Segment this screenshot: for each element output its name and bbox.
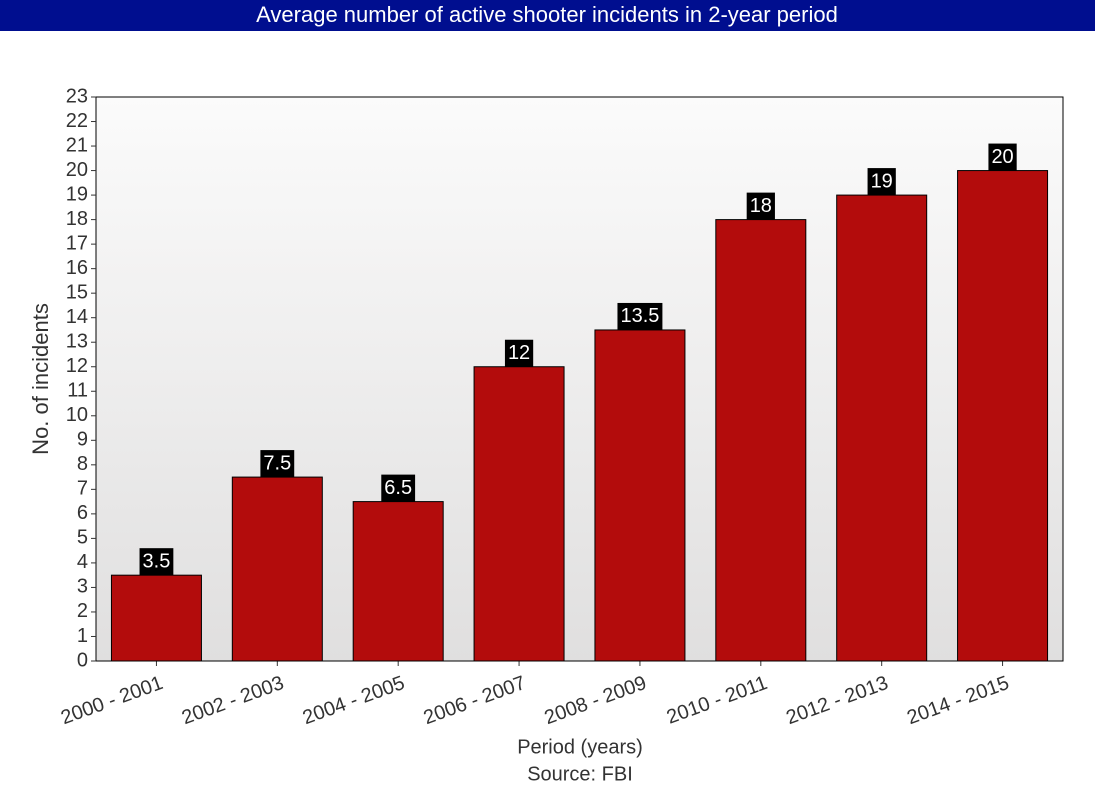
bar: [352, 501, 444, 662]
y-tick-label: 5: [77, 527, 88, 549]
data-label: 20: [991, 146, 1013, 168]
bar: [473, 366, 565, 662]
data-label: 12: [508, 342, 530, 364]
x-axis-title: Period (years): [517, 736, 643, 758]
data-label: 18: [750, 195, 772, 217]
y-tick-label: 3: [77, 576, 88, 598]
x-tick-label: 2010 - 2011: [664, 672, 770, 729]
data-label: 19: [871, 170, 893, 192]
x-tick-label: 2000 - 2001: [58, 672, 166, 729]
y-tick-label: 1: [77, 625, 88, 647]
data-label-box: [504, 339, 534, 367]
y-tick-label: 8: [77, 453, 88, 475]
bar: [715, 219, 807, 662]
y-tick-label: 7: [77, 478, 88, 500]
y-tick-label: 23: [66, 85, 88, 107]
x-tick-label: 2012 - 2013: [783, 672, 891, 729]
data-label-box: [617, 302, 663, 330]
y-tick-label: 20: [66, 159, 88, 181]
data-label-box: [867, 168, 896, 196]
y-tick-label: 6: [77, 502, 88, 524]
y-tick-label: 4: [77, 551, 88, 573]
chart-title: Average number of active shooter inciden…: [256, 2, 838, 27]
y-tick-label: 22: [66, 110, 88, 132]
x-tick-label: 2014 - 2015: [904, 672, 1012, 729]
bar: [957, 170, 1049, 662]
bar: [110, 574, 202, 662]
data-label-box: [746, 192, 775, 220]
data-label-box: [260, 450, 295, 478]
y-tick-label: 19: [66, 183, 88, 205]
y-tick-label: 21: [66, 134, 88, 156]
y-tick-label: 2: [77, 600, 88, 622]
data-label: 6.5: [384, 477, 412, 499]
data-label: 13.5: [620, 305, 659, 327]
y-tick-label: 11: [67, 380, 88, 402]
y-tick-label: 0: [77, 649, 88, 671]
y-tick-label: 16: [66, 257, 88, 279]
y-tick-label: 14: [66, 306, 88, 328]
bar: [231, 476, 323, 662]
y-tick-label: 15: [66, 281, 88, 303]
y-tick-label: 12: [66, 355, 88, 377]
bar: [836, 194, 928, 662]
caption: Source: FBI: [527, 763, 633, 785]
data-label-box: [988, 143, 1017, 171]
bar: [594, 329, 686, 662]
y-tick-label: 9: [77, 429, 88, 451]
y-tick-label: 18: [66, 208, 88, 230]
title-bar: [0, 0, 1095, 31]
x-tick-label: 2004 - 2005: [300, 672, 408, 729]
x-tick-label: 2006 - 2007: [421, 672, 529, 729]
x-tick-label: 2008 - 2009: [542, 672, 650, 729]
x-tick-label: 2002 - 2003: [179, 672, 287, 729]
y-tick-label: 13: [66, 330, 88, 352]
data-label: 3.5: [143, 550, 171, 572]
data-label-box: [381, 474, 416, 502]
y-axis-title: No. of incidents: [28, 303, 53, 455]
y-tick-label: 10: [66, 404, 88, 426]
y-tick-label: 17: [66, 232, 88, 254]
data-label: 7.5: [263, 452, 291, 474]
data-label-box: [139, 548, 174, 576]
